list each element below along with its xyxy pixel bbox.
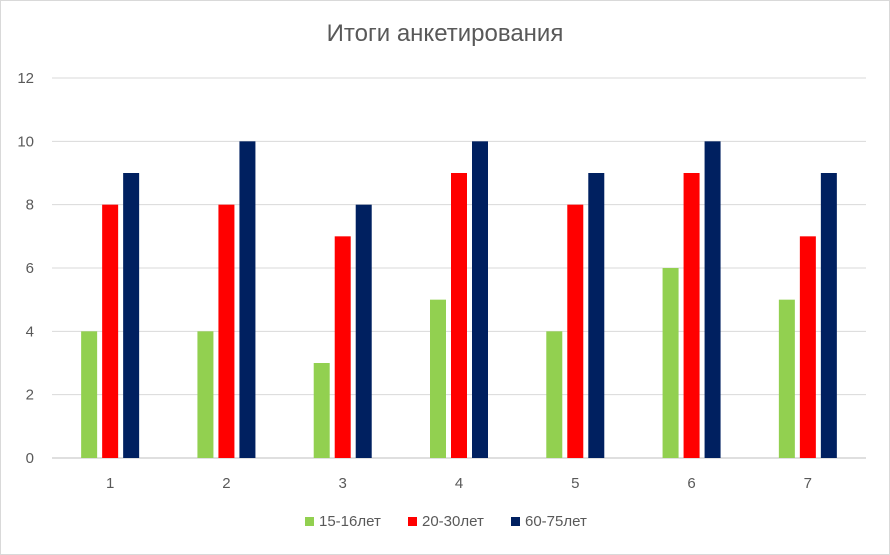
bar-3-1 xyxy=(123,173,140,458)
bar-2-7 xyxy=(799,236,816,458)
y-tick-label: 0 xyxy=(26,450,34,467)
legend: 15-16лет 20-30лет 60-75лет xyxy=(305,513,587,530)
x-axis-ticks: 1 2 3 4 5 6 7 xyxy=(106,475,812,492)
x-tick-label: 6 xyxy=(687,475,695,492)
bar-2-6 xyxy=(683,173,700,458)
x-tick-label: 1 xyxy=(106,475,114,492)
bars xyxy=(81,141,837,459)
y-tick-label: 8 xyxy=(26,197,34,214)
y-tick-label: 12 xyxy=(17,70,34,87)
bar-1-2 xyxy=(197,331,214,458)
x-tick-label: 3 xyxy=(339,475,347,492)
y-tick-label: 6 xyxy=(26,260,34,277)
bar-2-2 xyxy=(218,204,235,458)
bar-3-7 xyxy=(820,173,837,458)
bar-1-6 xyxy=(662,268,679,458)
x-tick-label: 7 xyxy=(804,475,812,492)
bar-1-5 xyxy=(546,331,563,458)
bar-1-1 xyxy=(81,331,98,458)
x-tick-label: 2 xyxy=(222,475,230,492)
bar-3-5 xyxy=(588,173,605,458)
legend-label: 15-16лет xyxy=(319,513,381,530)
y-axis-ticks: 0 2 4 6 8 10 12 xyxy=(17,70,34,467)
chart-title: Итоги анкетирования xyxy=(326,20,564,47)
bar-3-6 xyxy=(704,141,721,459)
legend-swatch xyxy=(408,517,417,526)
y-tick-label: 4 xyxy=(26,323,34,340)
bar-3-3 xyxy=(355,204,372,458)
bar-3-4 xyxy=(472,141,488,459)
x-tick-label: 5 xyxy=(571,475,579,492)
y-tick-label: 2 xyxy=(26,387,34,404)
legend-swatch xyxy=(511,517,520,526)
x-tick-label: 4 xyxy=(455,475,463,492)
bar-1-3 xyxy=(313,363,330,458)
bar-2-1 xyxy=(102,204,119,458)
y-tick-label: 10 xyxy=(17,133,34,150)
legend-swatch xyxy=(305,517,314,526)
bar-2-4 xyxy=(451,173,467,458)
legend-label: 20-30лет xyxy=(422,513,484,530)
bar-1-4 xyxy=(430,299,446,458)
bar-2-3 xyxy=(334,236,351,458)
bar-3-2 xyxy=(239,141,256,459)
bar-2-5 xyxy=(567,204,584,458)
legend-label: 60-75лет xyxy=(525,513,587,530)
bar-1-7 xyxy=(778,299,795,458)
